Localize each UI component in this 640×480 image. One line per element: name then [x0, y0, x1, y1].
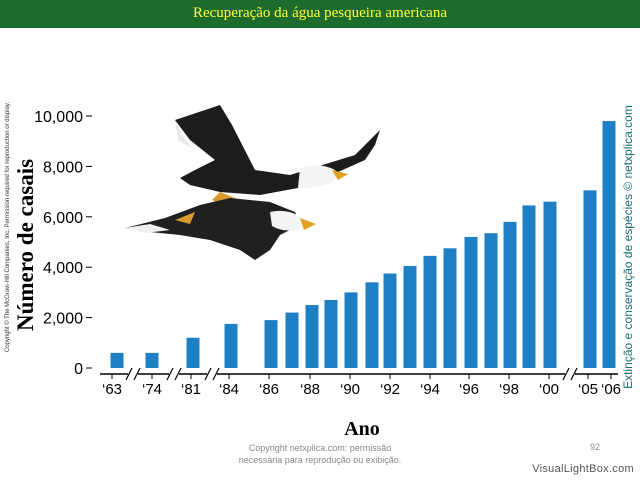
x-tick-label: ‘98 — [499, 381, 519, 398]
footer-line-2: necessária para reprodução ou exibição. — [238, 455, 402, 465]
axis-break-gap — [565, 368, 575, 380]
bar-1998 — [503, 221, 517, 368]
x-tick-label: ‘96 — [459, 381, 479, 398]
bald-eagles-image — [125, 105, 380, 260]
page-number: 92 — [590, 442, 601, 452]
eagle-upper — [175, 105, 380, 208]
bar-2000 — [543, 201, 557, 368]
y-tick-label: 4,000 — [43, 260, 83, 277]
y-tick-label: 8,000 — [43, 159, 83, 176]
eagle-lower — [125, 198, 316, 260]
bar-1995 — [443, 248, 457, 368]
axis-break-mark — [570, 367, 578, 381]
y-tick-label: 6,000 — [43, 210, 83, 227]
bar-1989 — [324, 299, 338, 368]
y-tick-label: 10,000 — [34, 109, 83, 126]
bar-2006 — [602, 121, 616, 368]
axis-break-gap — [207, 368, 217, 380]
axis-break-mark — [133, 367, 141, 381]
y-tick-label: 2,000 — [43, 311, 83, 328]
bar-1963 — [110, 352, 124, 368]
bar-1994 — [423, 255, 437, 368]
bar-1990 — [344, 292, 358, 368]
x-tick-label: ‘90 — [340, 381, 360, 398]
bar-2005 — [583, 190, 597, 368]
bar-1986 — [264, 320, 278, 368]
right-credit: Extinção e conservação de espécies © net… — [621, 105, 635, 389]
x-tick-label: ‘00 — [539, 381, 559, 398]
axis-break-mark — [166, 367, 174, 381]
axis-break-gap — [128, 368, 138, 380]
footer-line-1: Copyright netxplica.com: permissão — [248, 443, 392, 453]
side-copyright: Copyright © The McGraw-Hill Companies, I… — [4, 87, 12, 367]
x-axis-label: Ano — [344, 418, 380, 440]
bar-1992 — [383, 273, 397, 368]
bar-1996 — [464, 236, 478, 368]
x-tick-label: ‘06 — [601, 381, 621, 398]
x-tick-label: ‘86 — [259, 381, 279, 398]
axis-break-mark — [174, 367, 182, 381]
bar-1991 — [365, 282, 379, 368]
title-bar: Recuperação da água pesqueira americana — [0, 0, 640, 28]
x-tick-label: ‘94 — [420, 381, 440, 398]
side-copyright-text: Copyright © The McGraw-Hill Companies, I… — [5, 101, 11, 353]
axis-break-mark — [204, 367, 212, 381]
axis-break-mark — [125, 367, 133, 381]
axis-break-mark — [212, 367, 220, 381]
axis-break-mark — [562, 367, 570, 381]
x-tick-label: ‘81 — [181, 381, 201, 398]
footer-copyright: Copyright netxplica.com: permissão neces… — [220, 442, 420, 466]
bar-1974 — [145, 352, 159, 368]
x-tick-label: ‘92 — [380, 381, 400, 398]
watermark: VisualLightBox.com — [532, 463, 634, 475]
bar-1981 — [186, 337, 200, 368]
x-tick-label: ‘88 — [300, 381, 320, 398]
x-tick-label: ‘74 — [142, 381, 162, 398]
x-tick-label: ‘05 — [578, 381, 598, 398]
x-tick-label: ‘63 — [102, 381, 122, 398]
bar-1997 — [484, 233, 498, 368]
bar-1993 — [403, 265, 417, 368]
bar-1984 — [224, 323, 238, 368]
y-axis-label: Número de casais — [13, 158, 38, 332]
x-tick-label: ‘84 — [219, 381, 239, 398]
axis-break-gap — [169, 368, 179, 380]
slide-title: Recuperação da água pesqueira americana — [192, 5, 447, 21]
bar-1987 — [285, 312, 299, 368]
y-tick-label: 0 — [74, 361, 83, 378]
bar-1988 — [305, 305, 319, 368]
bar-1999 — [522, 205, 536, 368]
